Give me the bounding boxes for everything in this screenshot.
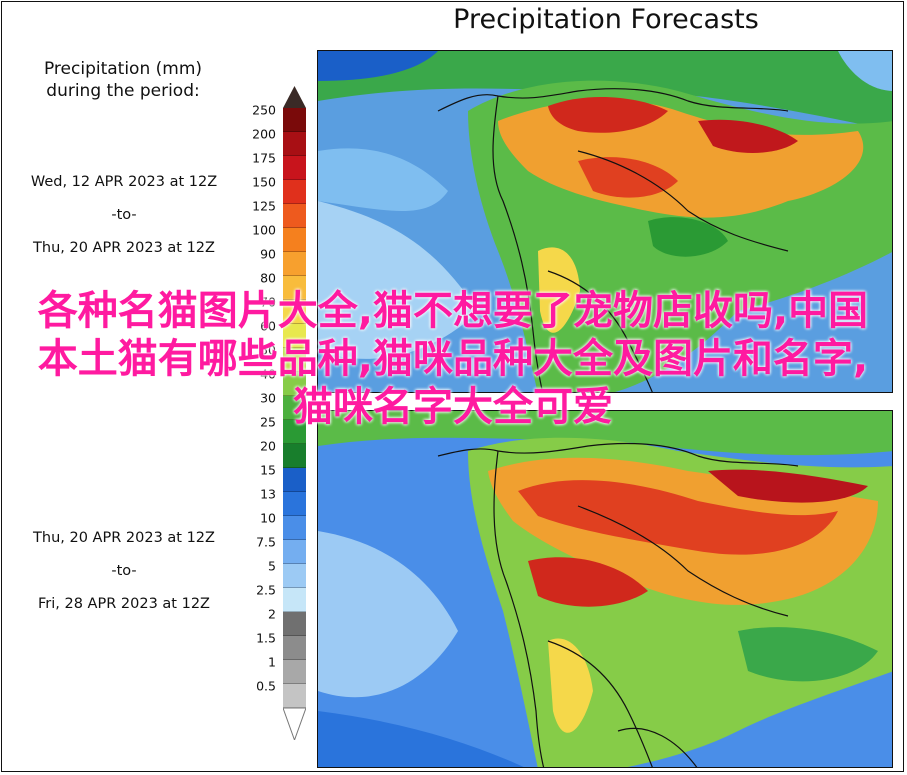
- colorbar-tick-label: 13: [260, 486, 276, 502]
- period-2-start: Thu, 20 APR 2023 at 12Z: [33, 530, 215, 546]
- colorbar-segment: [283, 612, 306, 636]
- period-2-label: Thu, 20 APR 2023 at 12Z -to- Fri, 28 APR…: [4, 522, 244, 621]
- legend-caption: Precipitation (mm) during the period:: [8, 58, 238, 102]
- period-1-label: Wed, 12 APR 2023 at 12Z -to- Thu, 20 APR…: [4, 166, 244, 265]
- figure-title: Precipitation Forecasts: [453, 4, 759, 35]
- period-2-sep: -to-: [111, 563, 137, 579]
- colorbar-tick-label: 70: [260, 294, 276, 310]
- colorbar-segment: [283, 540, 306, 564]
- precip-colorbar: [283, 108, 306, 708]
- colorbar-segment: [283, 516, 306, 540]
- colorbar-tick-label: 250: [252, 102, 276, 118]
- colorbar-tick-label: 150: [252, 174, 276, 190]
- colorbar-tick-label: 0.5: [256, 678, 276, 694]
- colorbar-tick-label: 2: [268, 606, 276, 622]
- colorbar-tick-label: 175: [252, 150, 276, 166]
- period-1-sep: -to-: [111, 207, 137, 223]
- colorbar-tick-label: 1.5: [256, 630, 276, 646]
- colorbar-segment: [283, 348, 306, 372]
- period-1-end: Thu, 20 APR 2023 at 12Z: [33, 240, 215, 256]
- period-2-end: Fri, 28 APR 2023 at 12Z: [38, 596, 210, 612]
- colorbar-tick-label: 20: [260, 438, 276, 454]
- colorbar-segment: [283, 588, 306, 612]
- colorbar-segment: [283, 276, 306, 300]
- forecast-map-1-image: [318, 51, 892, 392]
- legend-caption-line2: during the period:: [46, 81, 200, 101]
- colorbar-segment: [283, 396, 306, 420]
- colorbar-tick-label: 50: [260, 342, 276, 358]
- colorbar-top-arrow: [283, 86, 306, 108]
- legend-caption-line1: Precipitation (mm): [43, 59, 203, 79]
- colorbar-tick-label: 5: [268, 558, 276, 574]
- colorbar-tick-label: 7.5: [256, 534, 276, 550]
- colorbar-segment: [283, 468, 306, 492]
- colorbar-segment: [283, 636, 306, 660]
- colorbar-tick-label: 125: [252, 198, 276, 214]
- colorbar-segment: [283, 372, 306, 396]
- colorbar-tick-label: 2.5: [256, 582, 276, 598]
- colorbar-segment: [283, 180, 306, 204]
- colorbar-segment: [283, 564, 306, 588]
- colorbar-tick-label: 30: [260, 390, 276, 406]
- forecast-map-1: [317, 50, 893, 393]
- period-1-start: Wed, 12 APR 2023 at 12Z: [30, 174, 218, 190]
- colorbar-tick-label: 90: [260, 246, 276, 262]
- colorbar-segment: [283, 108, 306, 132]
- colorbar-tick-label: 15: [260, 462, 276, 478]
- colorbar-tick-label: 100: [252, 222, 276, 238]
- colorbar-segment: [283, 132, 306, 156]
- colorbar-tick-label: 40: [260, 366, 276, 382]
- colorbar-tick-label: 200: [252, 126, 276, 142]
- colorbar-segment: [283, 252, 306, 276]
- colorbar-segment: [283, 204, 306, 228]
- colorbar-segment: [283, 300, 306, 324]
- colorbar-tick-label: 60: [260, 318, 276, 334]
- colorbar-segment: [283, 228, 306, 252]
- forecast-map-2: [317, 410, 893, 768]
- colorbar-segment: [283, 660, 306, 684]
- forecast-map-2-image: [318, 411, 892, 767]
- colorbar-segment: [283, 444, 306, 468]
- colorbar-tick-label: 10: [260, 510, 276, 526]
- colorbar-tick-label: 1: [268, 654, 276, 670]
- colorbar-segment: [283, 156, 306, 180]
- colorbar-segment: [283, 492, 306, 516]
- watermark-overlay-text: 各种名猫图片大全,猫不想要了宠物店收吗,中国本土猫有哪些品种,猫咪品种大全及图片…: [37, 288, 869, 430]
- colorbar-segment: [283, 324, 306, 348]
- colorbar-segment: [283, 684, 306, 708]
- colorbar-tick-label: 25: [260, 414, 276, 430]
- colorbar-tick-label: 80: [260, 270, 276, 286]
- colorbar-bottom-arrow: [283, 708, 306, 740]
- colorbar-segment: [283, 420, 306, 444]
